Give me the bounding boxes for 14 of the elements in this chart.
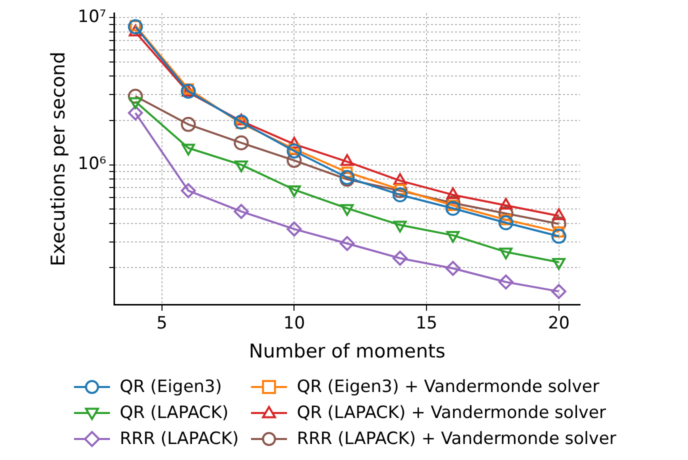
legend-label: RRR (LAPACK) [120,429,239,449]
x-tick-label: 5 [156,313,168,334]
x-tick-label: 10 [283,313,306,334]
x-tick-label: 15 [416,313,438,334]
legend-label: RRR (LAPACK) + Vandermonde solver [296,429,616,449]
legend-label: QR (Eigen3) [120,377,222,397]
legend-label: QR (LAPACK) [120,403,229,423]
y-axis-title: Executions per second [47,52,70,266]
y-tick-label: 10⁷ [78,6,106,27]
legend-label: QR (Eigen3) + Vandermonde solver [296,377,600,397]
x-axis-title: Number of moments [248,340,446,363]
legend-label: QR (LAPACK) + Vandermonde solver [296,403,606,423]
x-tick-label: 20 [548,313,570,334]
y-tick-label: 10⁶ [78,154,106,174]
